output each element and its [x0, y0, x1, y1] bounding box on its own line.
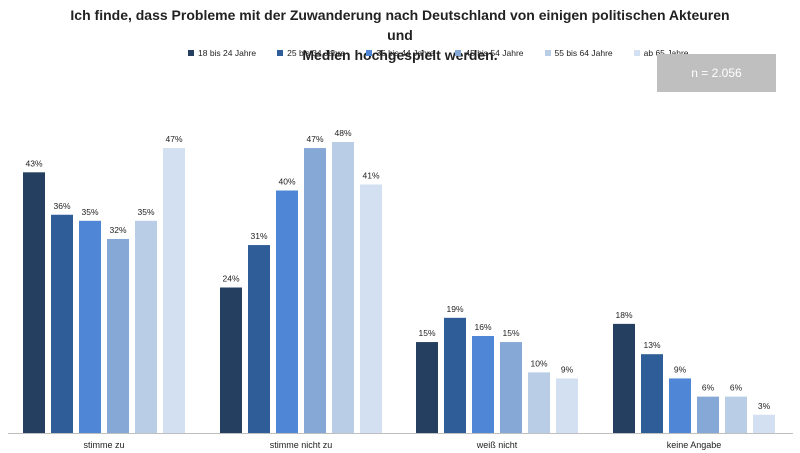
legend-item: 18 bis 24 Jahre: [188, 48, 256, 58]
bar: [641, 354, 663, 433]
legend-item: 25 bis 34 Jahre: [277, 48, 345, 58]
data-label: 24%: [222, 274, 239, 284]
data-label: 47%: [165, 134, 182, 144]
data-label: 19%: [446, 304, 463, 314]
legend-swatch: [455, 50, 462, 56]
chart-title-line1: Ich finde, dass Probleme mit der Zuwande…: [70, 7, 730, 43]
bar: [753, 414, 775, 433]
category-label: stimme zu: [83, 440, 124, 450]
chart-title: Ich finde, dass Probleme mit der Zuwande…: [60, 5, 740, 65]
bar: [23, 172, 45, 433]
data-label: 32%: [109, 225, 126, 235]
data-label: 9%: [674, 364, 687, 374]
legend-item: 45 bis 54 Jahre: [455, 48, 524, 58]
data-label: 13%: [643, 340, 660, 350]
legend-item: 55 bis 64 Jahre: [544, 48, 613, 58]
sample-size-text: n = 2.056: [691, 66, 742, 80]
category-label: keine Angabe: [667, 440, 722, 450]
bar: [697, 396, 719, 433]
bar: [416, 342, 438, 433]
bar: [556, 378, 578, 433]
bar: [304, 148, 326, 433]
bar: [725, 396, 747, 433]
bar: [51, 214, 73, 433]
data-label: 35%: [137, 207, 154, 217]
legend-label: 45 bis 54 Jahre: [465, 48, 524, 58]
category-label: stimme nicht zu: [270, 440, 333, 450]
data-label: 31%: [250, 231, 267, 241]
bar: [613, 323, 635, 433]
data-label: 18%: [615, 310, 632, 320]
bar: [500, 342, 522, 433]
bar: [669, 378, 691, 433]
legend-swatch: [366, 50, 373, 56]
bar: [332, 142, 354, 433]
data-label: 40%: [278, 177, 295, 187]
data-label: 16%: [474, 322, 491, 332]
bar: [79, 220, 101, 433]
legend-label: 55 bis 64 Jahre: [554, 48, 613, 58]
bar: [107, 239, 129, 433]
data-label: 3%: [758, 401, 771, 411]
chart-title-line2: Medien hochgespielt werden.: [302, 47, 498, 63]
data-label: 47%: [306, 134, 323, 144]
category-label: weiß nicht: [476, 440, 518, 450]
data-label: 6%: [730, 383, 743, 393]
data-label: 9%: [561, 364, 574, 374]
data-label: 36%: [53, 201, 70, 211]
legend-label: ab 65 Jahre: [643, 48, 689, 58]
data-label: 6%: [702, 383, 715, 393]
sample-size-badge: n = 2.056: [657, 54, 776, 92]
legend-item: ab 65 Jahre: [633, 48, 689, 58]
bar: [248, 245, 270, 433]
bar: [220, 287, 242, 433]
data-label: 41%: [362, 170, 379, 180]
bar: [163, 148, 185, 433]
legend: 18 bis 24 Jahre 25 bis 34 Jahre 35 bis 44 …: [188, 48, 710, 58]
data-label: 15%: [418, 328, 435, 338]
legend-swatch: [188, 50, 194, 56]
legend-label: 25 bis 34 Jahre: [287, 48, 346, 58]
bar: [276, 190, 298, 433]
data-label: 35%: [81, 207, 98, 217]
legend-swatch: [544, 50, 551, 56]
bar: [135, 220, 157, 433]
bar: [528, 372, 550, 433]
legend-item: 35 bis 44 Jahre: [366, 48, 434, 58]
legend-label: 35 bis 44 Jahre: [376, 48, 435, 58]
data-label: 15%: [502, 328, 519, 338]
data-label: 43%: [25, 158, 42, 168]
bar: [444, 317, 466, 433]
data-label: 10%: [530, 358, 547, 368]
legend-label: 18 bis 24 Jahre: [198, 48, 257, 58]
legend-swatch: [633, 50, 640, 56]
bar: [360, 184, 382, 433]
bar: [472, 336, 494, 433]
legend-swatch: [277, 50, 284, 56]
data-label: 48%: [334, 128, 351, 138]
